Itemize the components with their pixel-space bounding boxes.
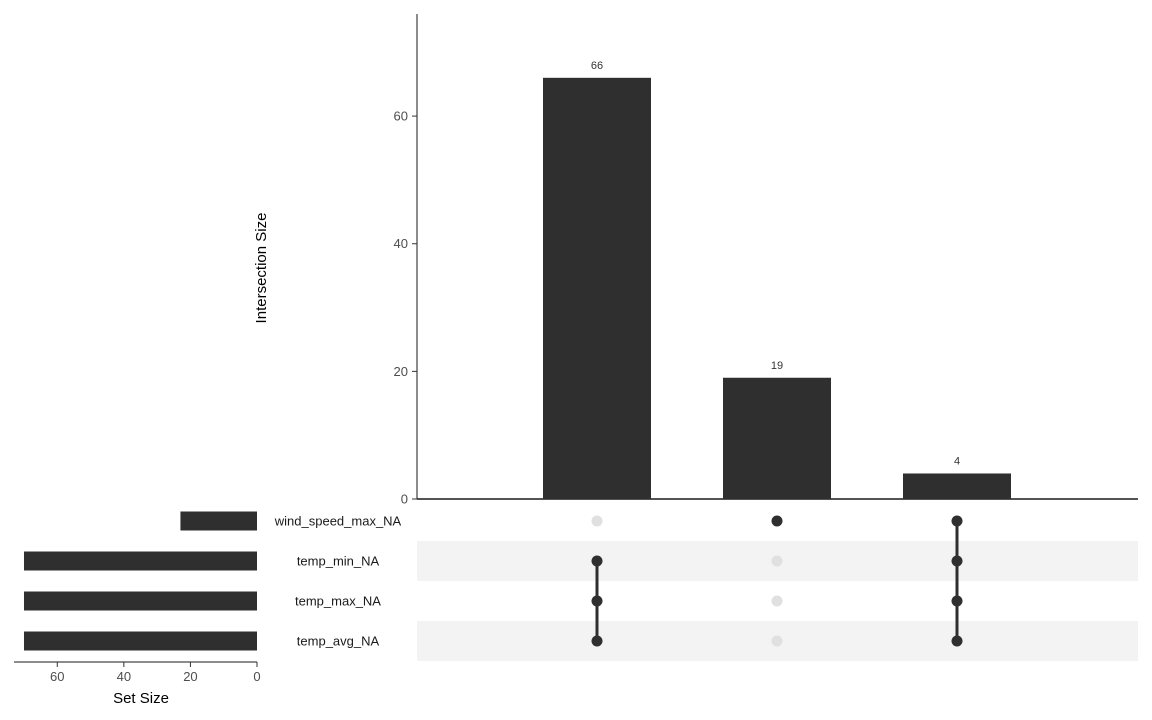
- bar-value-label: 4: [954, 455, 960, 467]
- set-size-plot: 60 40 20 0 Set Size: [14, 511, 261, 707]
- set-size-tick-label: 0: [253, 669, 260, 684]
- set-size-tick-label: 60: [50, 669, 64, 684]
- matrix-dot-active: [591, 595, 603, 607]
- matrix-dot-inactive: [591, 515, 603, 527]
- matrix-dot-active: [771, 515, 783, 527]
- y-axis-title: Intersection Size: [253, 213, 270, 324]
- bar-value-label: 19: [771, 360, 783, 372]
- y-tick-label: 20: [394, 364, 408, 379]
- set-size-bar: [23, 631, 258, 651]
- set-size-bar: [180, 511, 257, 531]
- set-label: temp_min_NA: [297, 554, 380, 569]
- matrix-dot-active: [951, 515, 963, 527]
- set-size-tick-label: 20: [183, 669, 197, 684]
- y-tick-label: 40: [394, 236, 408, 251]
- matrix-dot-active: [951, 555, 963, 567]
- intersection-bar: [543, 77, 651, 499]
- set-size-bar: [23, 591, 258, 611]
- set-size-tick-label: 40: [117, 669, 131, 684]
- matrix-dot-active: [591, 635, 603, 647]
- set-label: wind_speed_max_NA: [274, 514, 402, 529]
- set-labels: wind_speed_max_NA temp_min_NA temp_max_NAt…: [274, 514, 402, 649]
- intersection-bar: [903, 473, 1011, 499]
- set-size-bar: [23, 551, 258, 571]
- matrix-dot-inactive: [771, 595, 783, 607]
- bar-value-label: 66: [591, 60, 603, 72]
- membership-matrix: [591, 515, 963, 647]
- set-label: temp_avg_NA: [297, 634, 380, 649]
- y-tick-label: 0: [401, 492, 408, 507]
- set-label: temp_max_NA: [295, 594, 381, 609]
- set-size-axis-title: Set Size: [113, 690, 169, 707]
- matrix-dot-active: [591, 555, 603, 567]
- intersection-size-plot: 0 20 40 60 Intersection Size 66 19 4: [253, 14, 1138, 507]
- matrix-dot-active: [951, 595, 963, 607]
- matrix-dot-active: [951, 635, 963, 647]
- intersection-bar: [723, 377, 831, 499]
- matrix-dot-inactive: [771, 635, 783, 647]
- matrix-dot-inactive: [771, 555, 783, 567]
- y-tick-label: 60: [394, 109, 408, 124]
